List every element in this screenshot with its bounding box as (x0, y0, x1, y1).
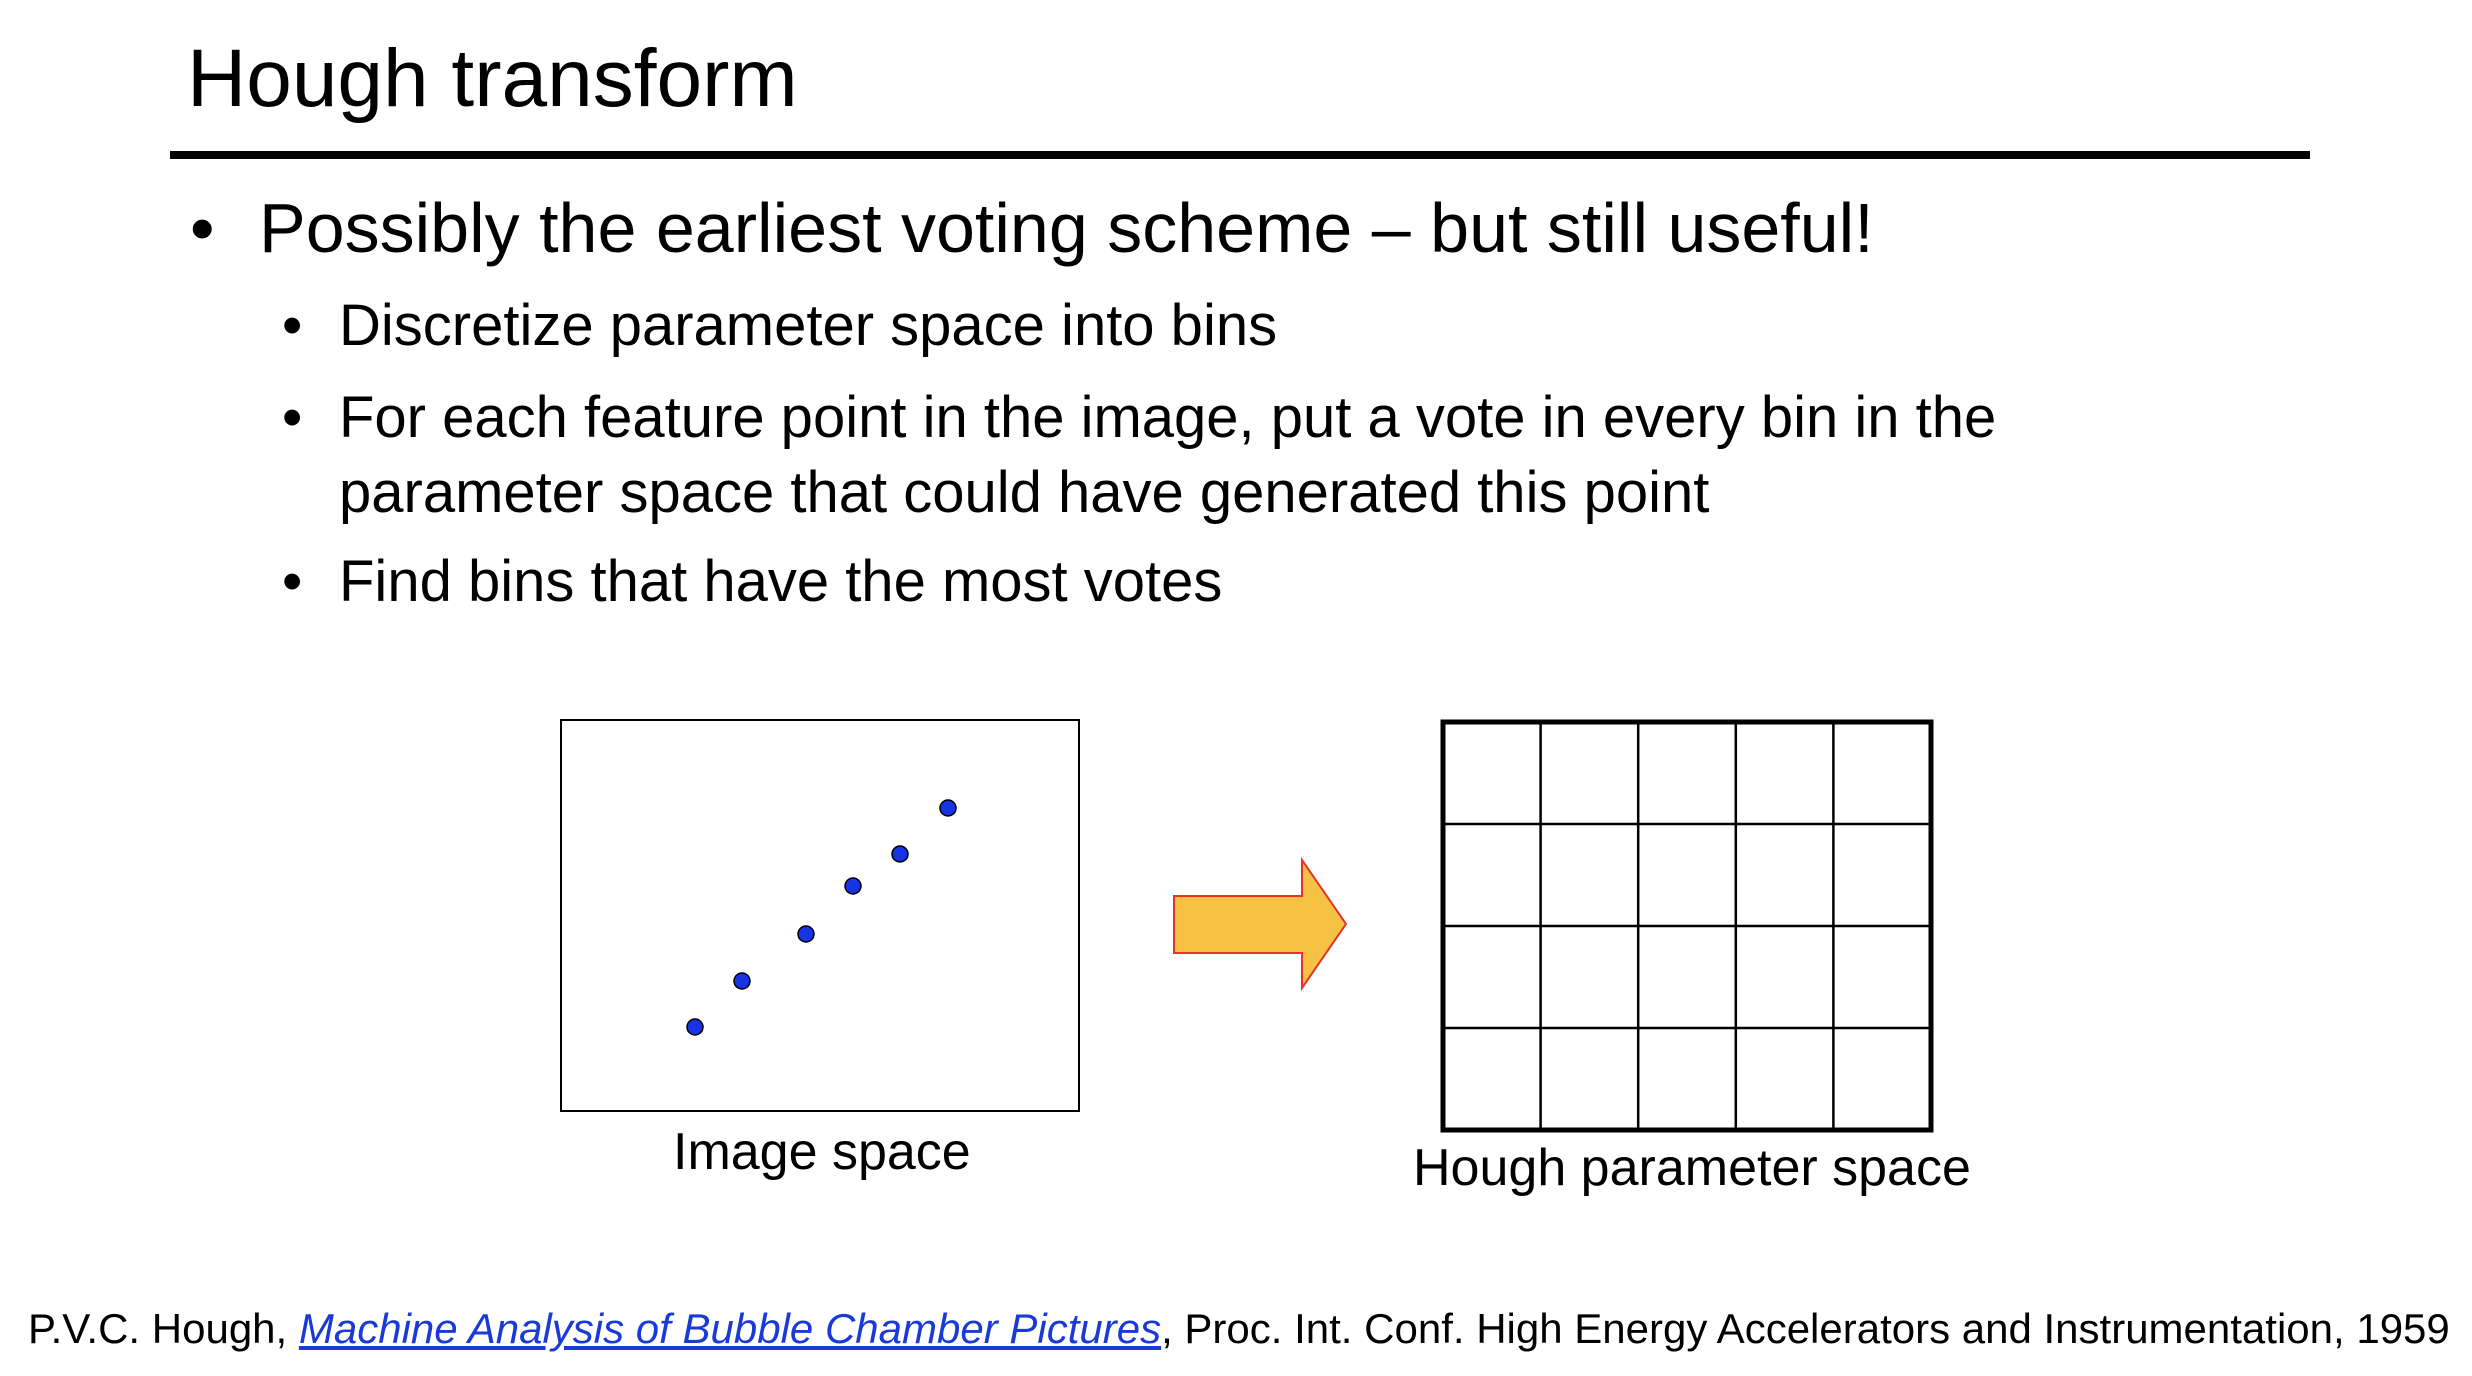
feature-point (797, 925, 815, 943)
image-space-caption: Image space (673, 1123, 971, 1181)
bullet-marker: • (282, 549, 303, 614)
image-space-box (560, 719, 1080, 1112)
feature-point (733, 972, 751, 990)
transform-arrow (1173, 856, 1348, 992)
hough-space-caption: Hough parameter space (1413, 1139, 1971, 1197)
citation-details: , Proc. Int. Conf. High Energy Accelerat… (1161, 1305, 2450, 1352)
sub-bullet-text-line-2: parameter space that could have generate… (339, 460, 1710, 525)
bullet-marker: • (282, 385, 303, 450)
title-divider (170, 151, 2310, 159)
feature-point (891, 845, 909, 863)
main-bullet-text: Possibly the earliest voting scheme – bu… (259, 189, 1874, 267)
sub-bullet-text: Discretize parameter space into bins (339, 293, 1278, 358)
slide-title: Hough transform (187, 33, 798, 124)
feature-point (939, 799, 957, 817)
bullet-marker: • (190, 189, 215, 267)
hough-parameter-grid (1440, 719, 1934, 1133)
bullet-marker: • (282, 293, 303, 358)
citation: P.V.C. Hough, Machine Analysis of Bubble… (28, 1308, 2450, 1350)
paper-link[interactable]: Machine Analysis of Bubble Chamber Pictu… (298, 1305, 1162, 1352)
sub-bullet-text: Find bins that have the most votes (339, 549, 1223, 614)
sub-bullet-text-line-1: For each feature point in the image, put… (339, 385, 1997, 450)
feature-point (686, 1018, 704, 1036)
feature-point (844, 877, 862, 895)
image-space-points (686, 799, 957, 1036)
citation-author: P.V.C. Hough, (28, 1305, 299, 1352)
